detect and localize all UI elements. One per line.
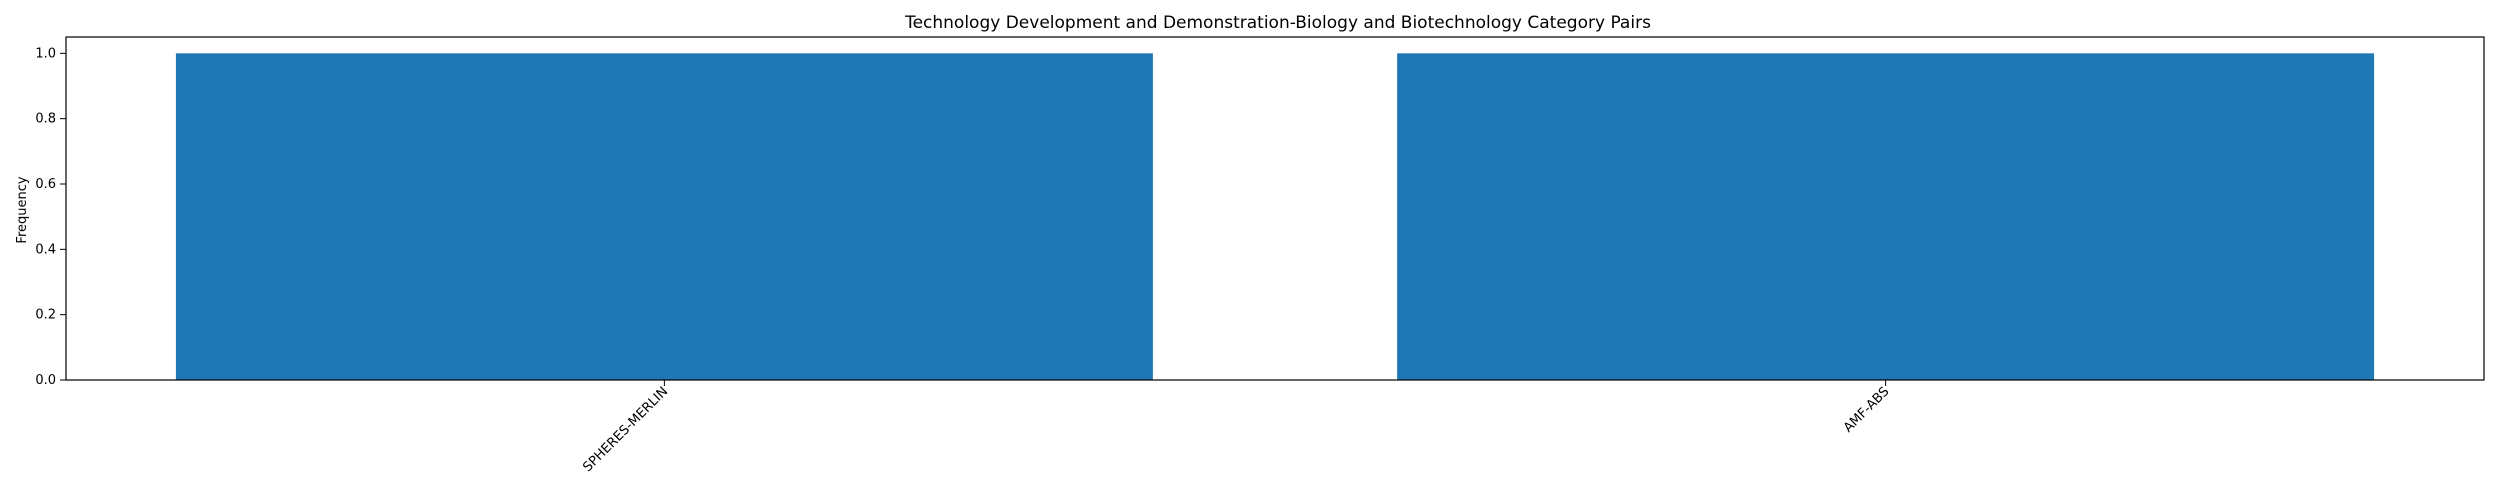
y-axis-label: Frequency (15, 176, 30, 243)
y-tick-label: 0.2 (35, 308, 56, 323)
y-tick-label: 0.6 (35, 177, 56, 192)
y-tick-label: 1.0 (35, 46, 56, 61)
x-tick-label: SPHERES-MERLIN (580, 384, 671, 475)
chart-title: Technology Development and Demonstration… (904, 13, 1651, 33)
x-tick-label: AMF-ABS (1841, 384, 1892, 435)
bars-group (175, 53, 2375, 380)
x-axis: SPHERES-MERLIN AMF-ABS (580, 380, 1892, 475)
bar-spheres-merlin (175, 53, 1153, 380)
y-axis: 0.0 0.2 0.4 0.6 0.8 1.0 (35, 46, 66, 388)
plot-frame (65, 36, 2485, 381)
bar-amf-abs (1397, 53, 2375, 380)
y-tick-label: 0.0 (35, 373, 56, 388)
y-tick-label: 0.4 (35, 242, 56, 257)
y-tick-label: 0.8 (35, 112, 56, 127)
